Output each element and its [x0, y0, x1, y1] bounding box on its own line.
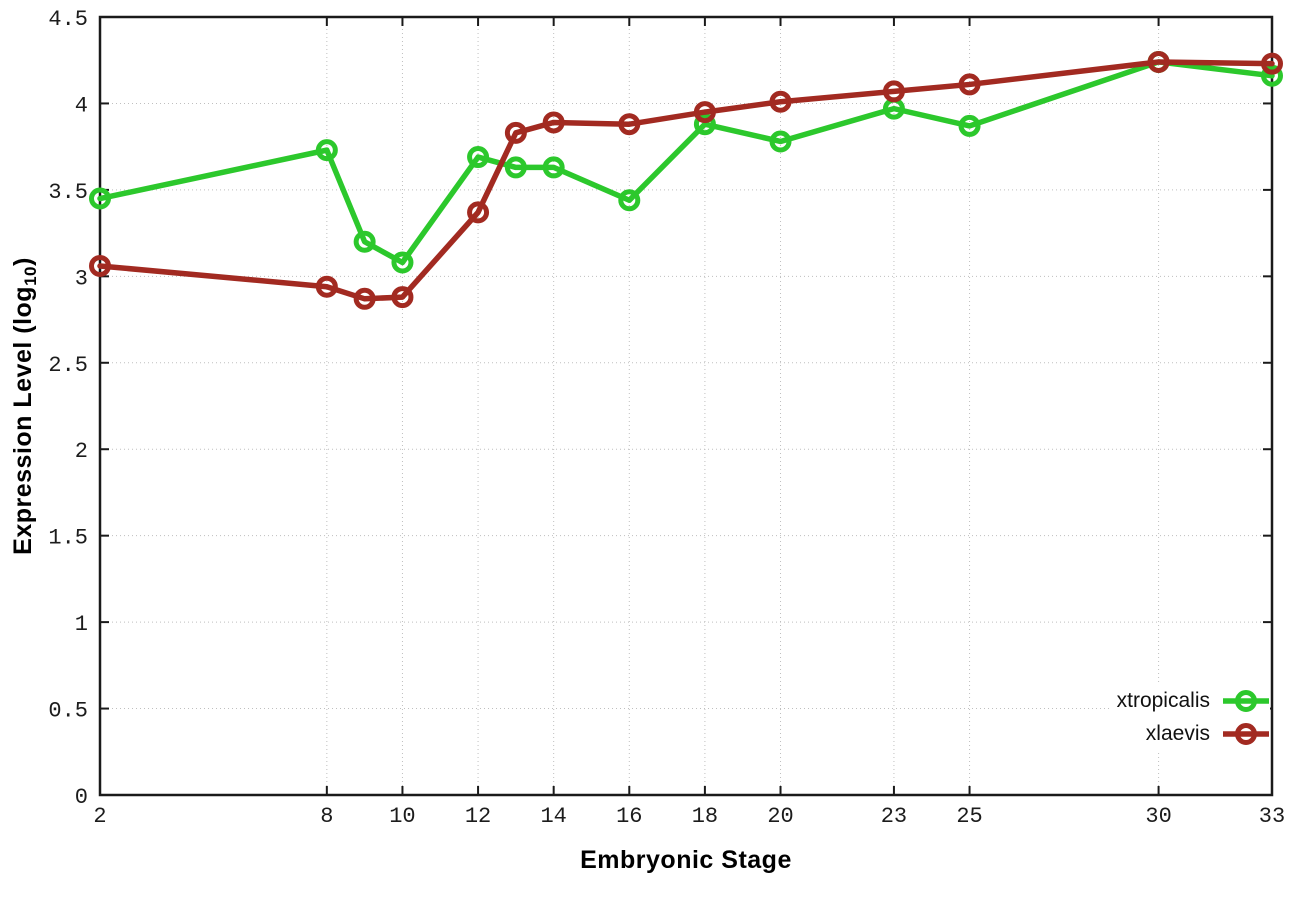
series-marker-xlaevis [618, 113, 641, 136]
series-marker-xtropicalis [391, 251, 414, 274]
x-tick-label: 2 [93, 804, 106, 829]
y-tick-label: 0 [75, 785, 88, 810]
y-tick-label: 3 [75, 266, 88, 291]
legend-marker-sample [1223, 689, 1269, 712]
series-marker-xlaevis [882, 80, 905, 103]
plot-border [98, 15, 1274, 797]
series-line-xlaevis [97, 59, 1275, 302]
series-marker-xtropicalis [769, 130, 792, 153]
y-axis-title-text: Expression Level (log [9, 285, 37, 555]
y-tick-label: 2 [75, 439, 88, 464]
series-marker-xlaevis [504, 121, 527, 144]
x-tick-label: 12 [465, 804, 491, 829]
series-marker-xlaevis [693, 101, 716, 124]
series-marker-xlaevis [467, 201, 490, 224]
y-tick-label: 1.5 [48, 526, 88, 551]
series-marker-xtropicalis [89, 187, 111, 210]
series-marker-xtropicalis [693, 113, 716, 136]
series-marker-xlaevis [1261, 52, 1283, 75]
legend-marker-sample [1223, 722, 1269, 745]
series-marker-xlaevis [542, 111, 565, 134]
y-tick-label: 1 [75, 612, 88, 637]
series-marker-xlaevis [769, 90, 792, 113]
y-tick-label: 3.5 [48, 180, 88, 205]
series-marker-xtropicalis [958, 114, 981, 137]
y-axis-title-subscript: 10 [21, 265, 40, 286]
y-tick-label: 0.5 [48, 699, 88, 724]
legend-entry-xlaevis: xlaevis [1146, 717, 1270, 750]
x-tick-label: 10 [389, 804, 415, 829]
series-marker-xlaevis [391, 286, 414, 309]
x-tick-label: 16 [616, 804, 642, 829]
legend-label: xlaevis [1145, 721, 1210, 745]
x-axis-title: Embryonic Stage [580, 846, 792, 874]
series-marker-xlaevis [89, 254, 111, 277]
series-marker-xlaevis [958, 73, 981, 96]
x-tick-label: 8 [320, 804, 333, 829]
x-tick-label: 33 [1259, 804, 1285, 829]
series-line-xtropicalis [97, 59, 1275, 266]
x-tick-label: 30 [1145, 804, 1171, 829]
series-marker-xtropicalis [467, 146, 490, 169]
legend: xtropicalis xlaevis [1110, 684, 1270, 750]
legend-entry-xtropicalis: xtropicalis [1117, 684, 1270, 717]
series-marker-xtropicalis [315, 139, 338, 162]
y-tick-label: 4 [75, 93, 88, 118]
x-tick-label: 14 [540, 804, 566, 829]
series-marker-xtropicalis [504, 156, 527, 179]
legend-label: xtropicalis [1116, 688, 1210, 712]
x-tick-label: 25 [956, 804, 982, 829]
series-marker-xtropicalis [353, 230, 376, 253]
y-axis-title-close: ) [9, 257, 37, 266]
series-marker-xlaevis [315, 275, 338, 298]
y-tick-label: 4.5 [48, 7, 88, 32]
series-marker-xlaevis [1147, 50, 1170, 73]
x-tick-label: 20 [767, 804, 793, 829]
series-marker-xlaevis [353, 287, 376, 310]
x-tick-label: 18 [692, 804, 718, 829]
x-tick-label: 23 [881, 804, 907, 829]
series-marker-xtropicalis [542, 156, 565, 179]
y-tick-label: 2.5 [48, 353, 88, 378]
series-marker-xtropicalis [1261, 64, 1283, 87]
series-marker-xtropicalis [618, 189, 641, 212]
